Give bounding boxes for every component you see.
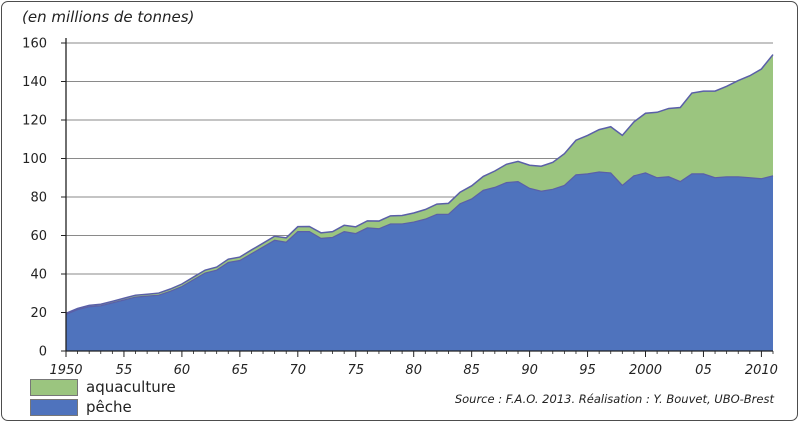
chart-areas — [65, 54, 774, 351]
y-tick-label: 40 — [30, 268, 47, 283]
source-credit: Source : F.A.O. 2013. Réalisation : Y. B… — [454, 392, 774, 406]
x-tick-label: 05 — [695, 363, 712, 378]
x-tick-label: 2010 — [745, 363, 778, 378]
x-tick-label: 65 — [232, 363, 249, 378]
y-tick-label: 160 — [22, 37, 47, 52]
legend-label-peche: pêche — [86, 398, 132, 416]
x-tick-label: 1950 — [49, 363, 82, 378]
x-tick-label: 70 — [290, 363, 307, 378]
x-tick-label: 60 — [174, 363, 191, 378]
y-tick-label: 20 — [30, 306, 47, 321]
x-tick-label: 80 — [405, 363, 422, 378]
x-tick-label: 90 — [521, 363, 538, 378]
y-tick-labels: 0 20 40 60 80 100 120 140 160 — [22, 37, 47, 360]
y-tick-label: 120 — [22, 114, 47, 129]
x-tick-labels: 1950 55 60 65 70 75 80 85 90 95 2000 05 2010 — [49, 363, 778, 378]
y-unit-label: (en millions de tonnes) — [22, 8, 195, 26]
legend-label-aquaculture: aquaculture — [86, 378, 176, 396]
y-tick-label: 140 — [22, 75, 47, 90]
x-tick-label: 2000 — [629, 363, 662, 378]
outline-peche — [65, 171, 774, 315]
legend-swatch-peche — [30, 399, 78, 416]
y-tick-label: 60 — [30, 229, 47, 244]
y-tick-label: 80 — [30, 191, 47, 206]
y-tick-label: 0 — [39, 345, 47, 360]
legend-swatch-aquaculture — [30, 379, 78, 396]
chart-axes — [61, 38, 774, 357]
x-tick-label: 55 — [116, 363, 133, 378]
outline-total — [65, 54, 774, 314]
x-tick-label: 85 — [463, 363, 480, 378]
area-peche — [66, 171, 773, 351]
x-tick-label: 75 — [347, 363, 364, 378]
y-tick-label: 100 — [22, 152, 47, 167]
x-tick-label: 95 — [579, 363, 596, 378]
